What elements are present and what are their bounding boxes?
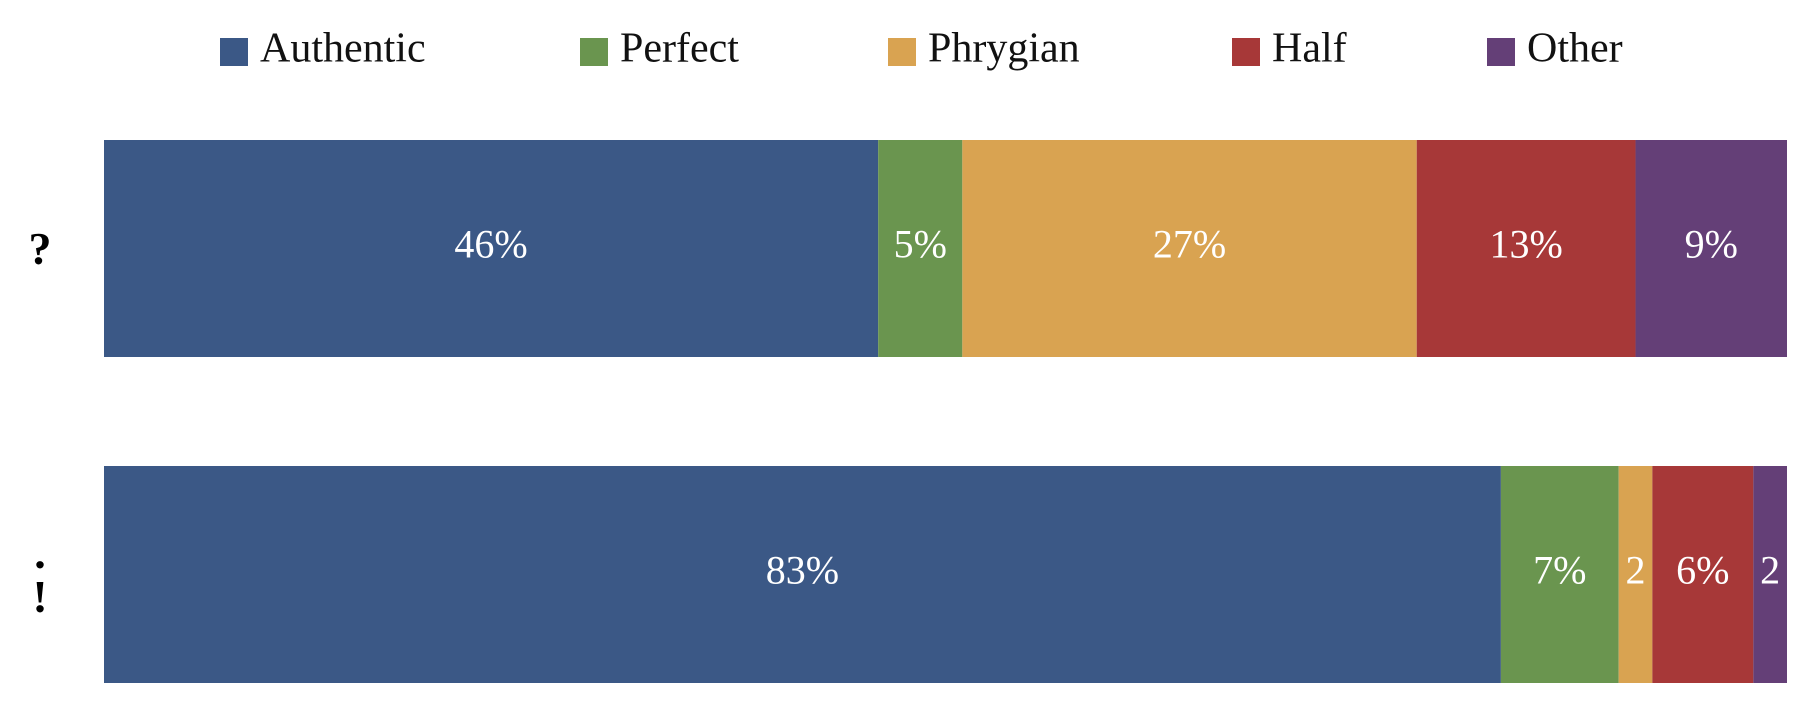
category-label: . !: [32, 526, 48, 622]
value-label: 7%: [1533, 548, 1586, 593]
value-label: 46%: [454, 222, 527, 267]
legend-label: Perfect: [620, 26, 739, 72]
legend-label: Authentic: [260, 26, 426, 72]
legend-label: Phrygian: [928, 26, 1080, 72]
value-label: 6%: [1676, 548, 1729, 593]
bar-segment: [878, 140, 963, 357]
value-label: 2: [1626, 548, 1646, 593]
legend-swatch: [220, 38, 248, 66]
value-label: 83%: [766, 548, 839, 593]
bar-segment: [962, 140, 1417, 357]
category-label: ?: [28, 222, 52, 274]
bar-segment: [104, 140, 879, 357]
bar-segment: [1652, 466, 1754, 683]
value-label: 5%: [894, 222, 947, 267]
legend-swatch: [580, 38, 608, 66]
legend-swatch: [1487, 38, 1515, 66]
bar-segment: [1500, 466, 1619, 683]
value-label: 2: [1760, 548, 1780, 593]
value-label: 9%: [1685, 222, 1738, 267]
legend-swatch: [888, 38, 916, 66]
legend-swatch: [1232, 38, 1260, 66]
bar-segment: [1635, 140, 1787, 357]
bar-segment: [1416, 140, 1636, 357]
value-label: 13%: [1489, 222, 1562, 267]
value-label: 27%: [1153, 222, 1226, 267]
legend-label: Half: [1272, 26, 1347, 72]
bar-segment: [1753, 466, 1787, 683]
bar-segment: [1618, 466, 1653, 683]
legend-label: Other: [1527, 26, 1623, 72]
bar-segment: [104, 466, 1501, 683]
